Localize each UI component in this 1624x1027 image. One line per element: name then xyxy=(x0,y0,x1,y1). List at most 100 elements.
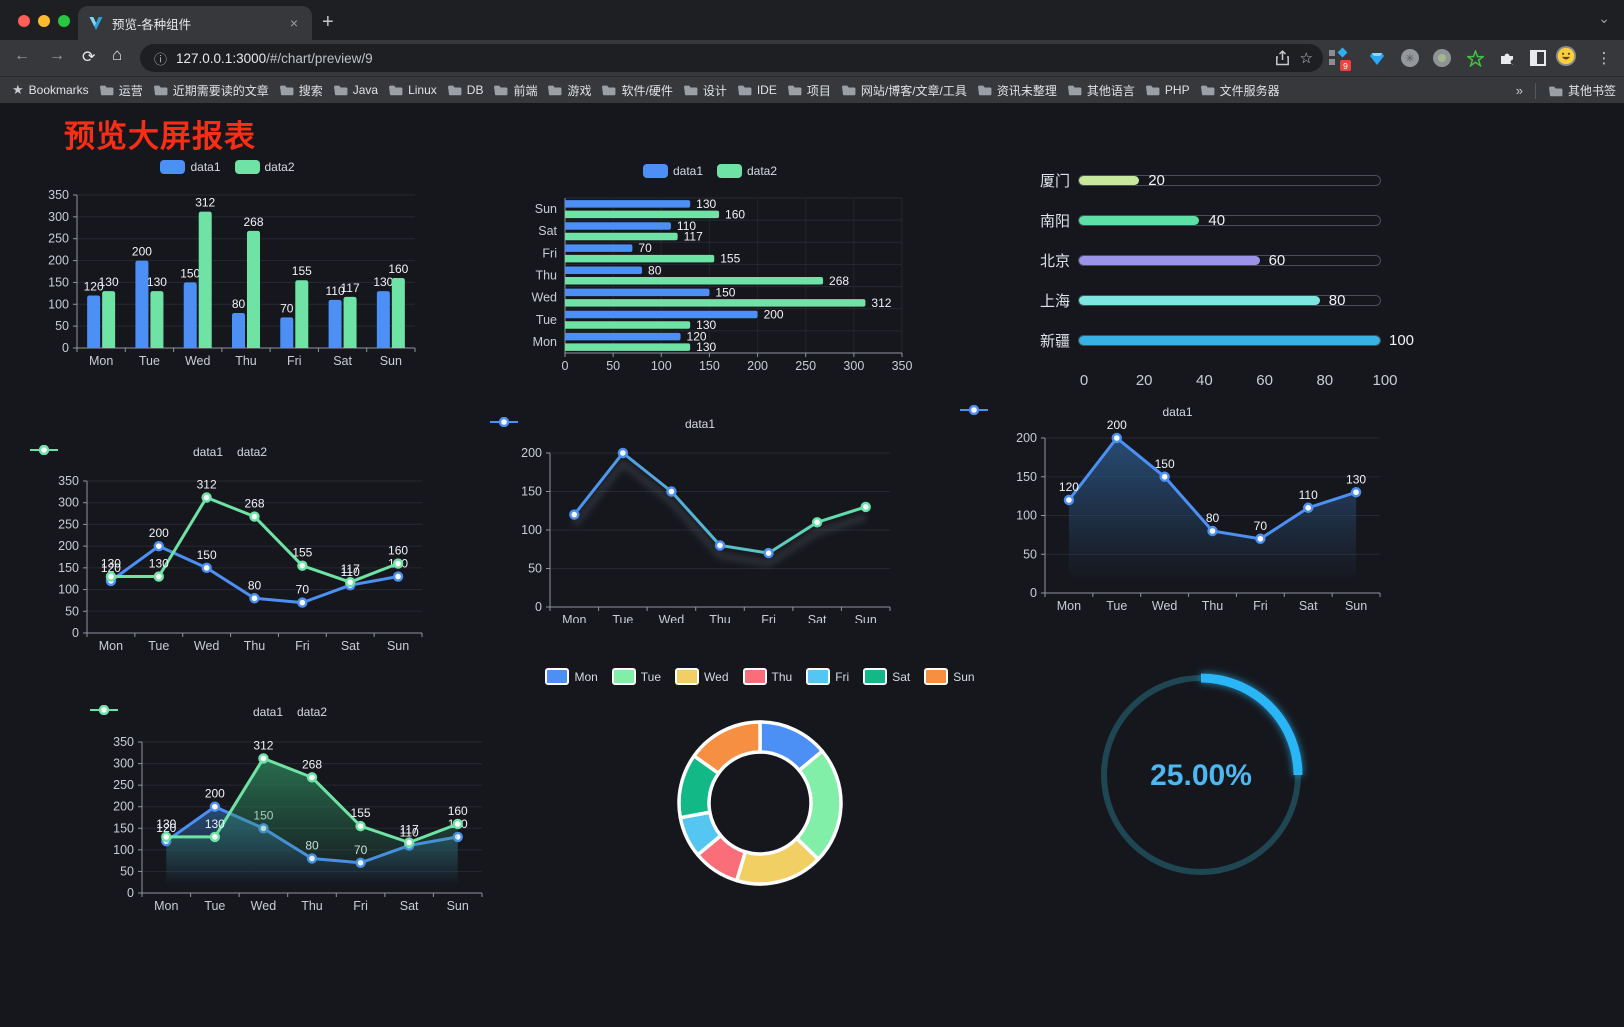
pie-slice-Wed[interactable] xyxy=(734,836,821,886)
y-tick-label: 100 xyxy=(1016,509,1037,523)
legend-item[interactable]: Thu xyxy=(742,668,792,685)
share-icon[interactable] xyxy=(1275,50,1290,66)
chart-canvas: 0 50 100 150 200 250 300 350 Mon Tue Wed Thu Fri Sat S… xyxy=(58,474,423,652)
chart-legend: data1 data2 xyxy=(30,160,425,174)
bar xyxy=(198,211,212,348)
legend-item[interactable]: data2 xyxy=(90,705,327,719)
bookmark-item[interactable]: PHP xyxy=(1145,82,1190,99)
legend-item[interactable]: data1 xyxy=(90,705,283,719)
series-data1 xyxy=(569,447,871,567)
x-category-label: Thu xyxy=(235,354,257,368)
tab-search-chevron-icon[interactable]: ⌄ xyxy=(1598,10,1610,26)
legend-item[interactable]: Wed xyxy=(675,668,729,685)
bookmark-item[interactable]: 其他语言 xyxy=(1067,82,1135,99)
bookmark-item[interactable]: Java xyxy=(333,82,378,99)
progress-fill xyxy=(1079,335,1380,345)
folder-icon xyxy=(787,84,802,96)
bookmark-item[interactable]: DB xyxy=(447,82,483,99)
point-value-label: 117 xyxy=(400,823,419,837)
bookmark-item[interactable]: 设计 xyxy=(683,82,727,99)
line-marker xyxy=(201,562,212,574)
legend-item[interactable]: Mon xyxy=(545,668,598,685)
x-category-label: Sun xyxy=(1345,599,1367,612)
other-bookmarks-item[interactable]: 其他书签 xyxy=(1548,82,1616,99)
site-info-icon[interactable]: ⓘ xyxy=(154,51,168,67)
extension-capture-icon[interactable]: 9 xyxy=(1328,47,1351,71)
bookmark-star-icon[interactable]: ☆ xyxy=(1299,50,1313,67)
legend-swatch-icon xyxy=(742,668,767,685)
extension-gem-icon[interactable] xyxy=(1367,48,1387,68)
legend-item[interactable]: Fri xyxy=(806,668,849,685)
legend-item[interactable]: data1 xyxy=(160,160,221,174)
y-tick-label: 200 xyxy=(113,800,134,814)
point-value-label: 200 xyxy=(149,526,169,540)
y-tick-label: 0 xyxy=(535,600,542,614)
other-bookmarks-label: 其他书签 xyxy=(1567,84,1616,98)
menu-kebab-icon[interactable]: ⋮ xyxy=(1596,50,1612,67)
y-tick-label: 150 xyxy=(48,275,69,289)
browser-tab[interactable]: 预览-各种组件 × xyxy=(78,6,312,40)
back-icon[interactable]: ← xyxy=(14,47,30,64)
bookmark-item[interactable]: 近期需要读的文章 xyxy=(153,82,269,99)
y-tick-label: 150 xyxy=(1016,470,1037,484)
address-bar[interactable]: ⓘ 127.0.0.1:3000/#/chart/preview/9 ☆ xyxy=(140,44,1323,72)
bookmark-item[interactable]: 网站/博客/文章/工具 xyxy=(841,82,967,99)
bar xyxy=(280,317,294,348)
gauge-value: 25.00% xyxy=(1150,759,1252,792)
legend-item[interactable]: data1 xyxy=(642,164,703,178)
bookmarks-manager-item[interactable]: ★ Bookmarks xyxy=(12,82,89,98)
new-tab-button[interactable]: + xyxy=(322,11,334,33)
extension-star-icon[interactable] xyxy=(1465,48,1485,68)
tab-close-icon[interactable]: × xyxy=(289,15,298,31)
bookmark-item[interactable]: IDE xyxy=(737,82,777,99)
series-data2: 130 130 312 268 155 117 160 xyxy=(156,738,468,893)
legend-item[interactable]: Tue xyxy=(611,668,661,685)
series-data2: 130 130 312 268 155 117 160 xyxy=(99,196,409,348)
legend-item[interactable]: data1 xyxy=(960,405,1193,419)
legend-item[interactable]: data2 xyxy=(234,160,295,174)
extension-sidepanel-icon[interactable] xyxy=(1528,48,1548,68)
bookmark-item[interactable]: 运营 xyxy=(99,82,143,99)
legend-item[interactable]: Sun xyxy=(924,668,975,685)
line-marker xyxy=(345,576,356,588)
progress-label: 新疆 xyxy=(1039,332,1070,350)
bookmark-item[interactable]: 文件服务器 xyxy=(1200,82,1280,99)
legend-item[interactable]: Sat xyxy=(863,668,910,685)
chart-legend: Mon Tue Wed Thu Fri Sat Sun xyxy=(545,668,975,685)
progress-row: 上海 80 xyxy=(1000,292,1395,310)
y-tick-label: 50 xyxy=(528,562,542,576)
bookmark-item[interactable]: 搜索 xyxy=(279,82,323,99)
profile-avatar[interactable] xyxy=(1556,46,1576,66)
legend-item[interactable]: data2 xyxy=(30,445,267,459)
close-window-button[interactable] xyxy=(18,15,30,27)
bookmark-item[interactable]: Linux xyxy=(388,82,437,99)
bookmark-item[interactable]: 项目 xyxy=(787,82,831,99)
point-value-label: 80 xyxy=(1206,511,1220,525)
legend-item[interactable]: data2 xyxy=(717,164,777,178)
y-tick-label: 100 xyxy=(58,583,79,597)
reload-icon[interactable]: ⟳ xyxy=(82,49,96,66)
bookmark-item[interactable]: 游戏 xyxy=(547,82,591,99)
x-tick-label: 350 xyxy=(892,359,913,373)
home-icon[interactable]: ⌂ xyxy=(112,45,123,64)
maximize-window-button[interactable] xyxy=(58,15,70,27)
bookmark-item[interactable]: 资讯未整理 xyxy=(977,82,1057,99)
bar-value-label: 312 xyxy=(195,196,215,210)
minimize-window-button[interactable] xyxy=(38,15,50,27)
extension-dot-icon[interactable] xyxy=(1432,48,1452,68)
progress-label: 南阳 xyxy=(1039,212,1070,230)
forward-icon[interactable]: → xyxy=(49,47,65,64)
bookmark-item[interactable]: 前端 xyxy=(493,82,537,99)
bookmark-item[interactable]: 软件/硬件 xyxy=(601,82,673,99)
line-marker xyxy=(297,560,308,571)
extension-pinwheel-icon[interactable]: ✳ xyxy=(1400,48,1420,68)
bar-value-label: 268 xyxy=(829,274,849,288)
extensions-puzzle-icon[interactable] xyxy=(1497,48,1517,68)
bookmarks-overflow-chevron[interactable]: » xyxy=(1515,83,1523,98)
point-value-label: 130 xyxy=(1346,472,1366,486)
line-marker xyxy=(811,517,823,528)
legend-item[interactable]: data1 xyxy=(490,417,715,431)
legend-item[interactable]: data1 xyxy=(30,445,223,459)
pie-slice-Sun[interactable] xyxy=(692,720,762,776)
